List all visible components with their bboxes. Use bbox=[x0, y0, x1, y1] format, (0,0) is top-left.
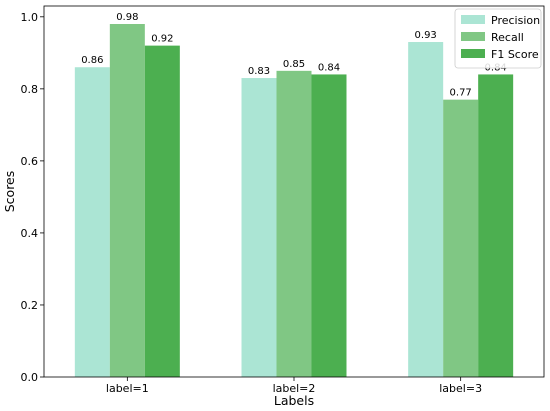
legend: Precision Recall F1 Score bbox=[454, 8, 542, 69]
y-tick-label: 0.8 bbox=[21, 83, 39, 96]
data-label: 0.93 bbox=[415, 30, 437, 41]
y-tick-label: 0.2 bbox=[21, 299, 39, 312]
y-tick-label: 0.4 bbox=[21, 227, 39, 240]
legend-swatch bbox=[461, 49, 485, 58]
data-label: 0.92 bbox=[151, 34, 173, 45]
x-tick-label: label=3 bbox=[439, 382, 482, 395]
bar-recall-label-2 bbox=[276, 70, 312, 377]
y-tick-label: 0.6 bbox=[21, 155, 39, 168]
bar-precision-label-2 bbox=[241, 78, 277, 378]
legend-swatch bbox=[461, 32, 485, 41]
x-tick-label: label=1 bbox=[106, 382, 149, 395]
bar-precision-label-1 bbox=[74, 67, 110, 378]
x-tick-label: label=2 bbox=[273, 382, 316, 395]
legend-swatch bbox=[461, 15, 485, 24]
data-label: 0.86 bbox=[81, 55, 103, 66]
bar-f1-score-label-2 bbox=[311, 74, 347, 377]
bar-f1-score-label-3 bbox=[478, 74, 514, 377]
data-label: 0.85 bbox=[283, 59, 305, 70]
data-label: 0.77 bbox=[450, 88, 472, 99]
x-axis-label: Labels bbox=[274, 393, 314, 408]
legend-label: F1 Score bbox=[491, 48, 539, 61]
bar-recall-label-1 bbox=[109, 24, 145, 378]
legend-label: Precision bbox=[491, 14, 540, 27]
y-tick-label: 1.0 bbox=[21, 11, 39, 24]
data-label: 0.83 bbox=[248, 66, 270, 77]
bar-f1-score-label-1 bbox=[144, 45, 180, 377]
bar-precision-label-3 bbox=[408, 42, 444, 378]
data-label: 0.84 bbox=[318, 62, 340, 73]
bar-recall-label-3 bbox=[443, 99, 479, 377]
data-label: 0.98 bbox=[116, 12, 138, 23]
y-axis-label: Scores bbox=[2, 171, 17, 213]
legend-label: Recall bbox=[491, 31, 524, 44]
y-tick-label: 0.0 bbox=[21, 371, 39, 384]
